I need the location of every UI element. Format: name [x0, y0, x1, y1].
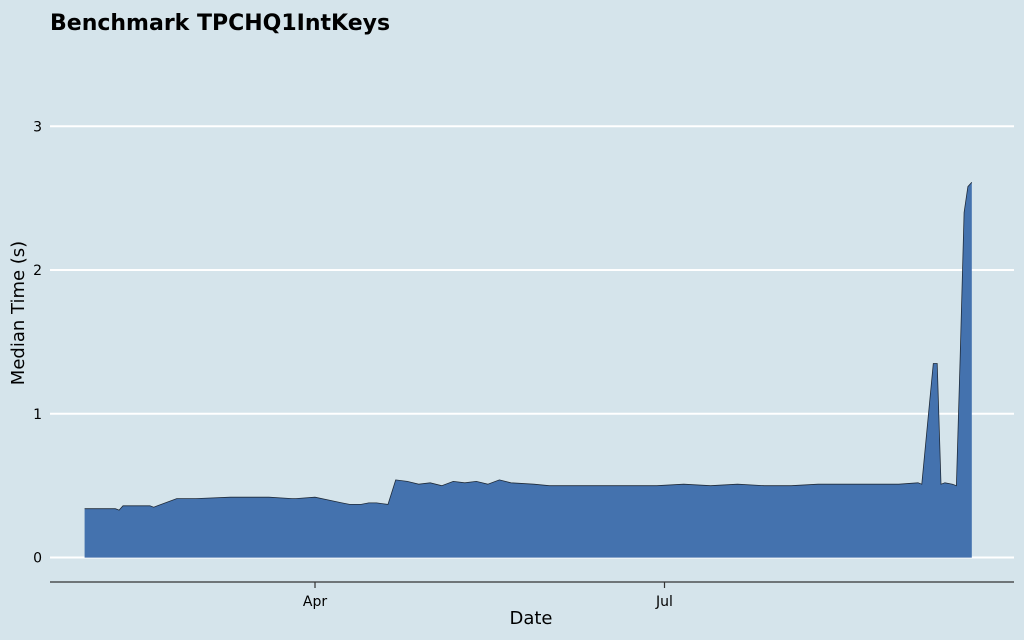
- x-axis-label: Date: [509, 608, 552, 629]
- y-axis-label: Median Time (s): [8, 241, 29, 385]
- y-tick-label-0: 0: [33, 551, 42, 567]
- median-time-line: [84, 182, 973, 511]
- x-tick-label-apr: Apr: [303, 594, 327, 610]
- x-tick-label-jul: Jul: [655, 594, 673, 610]
- axis-layer: Apr Jul: [50, 581, 1014, 610]
- median-time-area: [84, 182, 972, 558]
- chart-title: Benchmark TPCHQ1IntKeys: [50, 11, 390, 36]
- y-tick-label-1: 1: [33, 407, 42, 423]
- area-layer: [84, 182, 973, 558]
- y-tick-label-2: 2: [33, 263, 42, 279]
- y-tick-label-3: 3: [33, 119, 42, 135]
